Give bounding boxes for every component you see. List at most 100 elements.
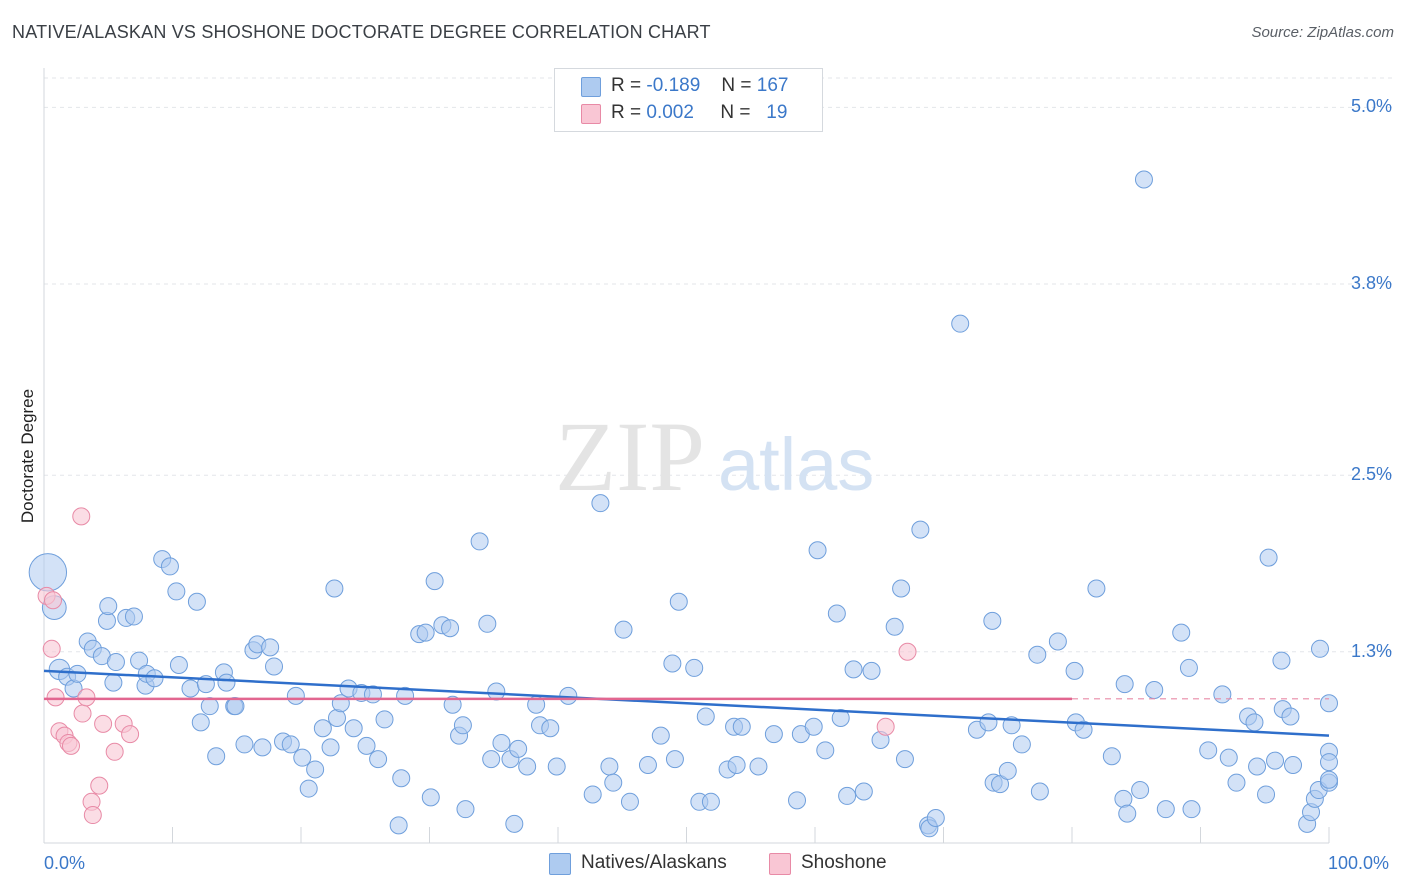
legend-swatch-natives bbox=[581, 77, 601, 97]
data-point bbox=[470, 532, 489, 551]
bottom-legend-swatch-natives bbox=[549, 853, 571, 875]
data-point bbox=[396, 686, 415, 705]
data-point bbox=[261, 638, 280, 657]
legend-r-value: -0.189 bbox=[646, 75, 701, 96]
data-point bbox=[90, 776, 109, 795]
data-point bbox=[1311, 639, 1330, 658]
data-point bbox=[443, 695, 462, 714]
data-point bbox=[591, 494, 610, 513]
data-point bbox=[895, 750, 914, 769]
data-point bbox=[701, 792, 720, 811]
axes bbox=[43, 68, 1330, 844]
data-point bbox=[518, 757, 537, 776]
data-point bbox=[200, 697, 219, 716]
data-point bbox=[121, 725, 140, 744]
data-point bbox=[727, 756, 746, 775]
data-point bbox=[94, 714, 113, 733]
data-point bbox=[392, 769, 411, 788]
data-point bbox=[421, 788, 440, 807]
data-point bbox=[104, 673, 123, 692]
data-point bbox=[83, 806, 102, 825]
data-point bbox=[169, 655, 188, 674]
data-point bbox=[509, 739, 528, 758]
data-point bbox=[1320, 770, 1338, 789]
x-tick-label-max: 100.0% bbox=[1328, 853, 1390, 873]
data-point bbox=[181, 679, 200, 698]
data-point bbox=[1219, 748, 1238, 767]
data-point bbox=[265, 657, 284, 676]
data-point bbox=[482, 750, 501, 769]
data-point bbox=[764, 725, 783, 744]
data-point bbox=[145, 669, 164, 688]
data-point bbox=[892, 579, 911, 598]
data-point bbox=[235, 735, 254, 754]
data-point bbox=[369, 750, 388, 769]
bottom-legend-label-natives: Natives/Alaskans bbox=[581, 852, 727, 873]
data-point bbox=[281, 735, 300, 754]
data-point bbox=[226, 697, 245, 716]
data-point bbox=[911, 520, 930, 539]
data-point bbox=[313, 719, 332, 738]
data-point bbox=[325, 579, 344, 598]
data-point bbox=[1272, 651, 1291, 670]
data-point bbox=[1118, 804, 1137, 823]
data-point bbox=[1048, 632, 1067, 651]
data-point bbox=[998, 761, 1017, 780]
trend-lines bbox=[43, 669, 1330, 737]
watermark: ZIP atlas bbox=[555, 401, 874, 512]
legend-r-label: R = bbox=[611, 75, 642, 96]
data-point bbox=[1281, 707, 1300, 726]
data-point bbox=[1172, 623, 1191, 642]
data-point bbox=[375, 710, 394, 729]
data-point bbox=[732, 717, 751, 736]
data-point bbox=[167, 582, 186, 601]
data-point bbox=[685, 658, 704, 677]
data-point bbox=[1030, 782, 1049, 801]
data-point bbox=[1114, 789, 1133, 808]
data-point bbox=[441, 619, 460, 638]
data-point bbox=[416, 623, 435, 642]
legend-n-label: N = bbox=[720, 102, 751, 123]
data-point bbox=[187, 592, 206, 611]
data-point bbox=[286, 686, 305, 705]
data-point bbox=[207, 747, 226, 766]
data-point bbox=[638, 756, 657, 775]
data-point bbox=[547, 757, 566, 776]
bottom-legend-swatch-shoshone bbox=[769, 853, 791, 875]
chart-title: NATIVE/ALASKAN VS SHOSHONE DOCTORATE DEG… bbox=[12, 22, 711, 42]
y-tick-label: 1.3% bbox=[1350, 640, 1392, 661]
data-point bbox=[72, 507, 91, 526]
data-point bbox=[299, 779, 318, 798]
data-point bbox=[983, 611, 1002, 630]
data-point bbox=[1320, 694, 1338, 713]
data-point bbox=[253, 738, 272, 757]
data-point bbox=[1213, 685, 1232, 704]
data-point bbox=[862, 661, 881, 680]
y-tick-label: 2.5% bbox=[1350, 464, 1392, 485]
x-tick-label-min: 0.0% bbox=[44, 853, 86, 873]
data-point bbox=[1131, 781, 1150, 800]
data-point bbox=[1087, 579, 1106, 598]
data-point bbox=[160, 557, 179, 576]
legend-n-label: N = bbox=[721, 75, 752, 96]
data-point bbox=[663, 654, 682, 673]
data-point bbox=[453, 716, 472, 735]
data-point bbox=[77, 688, 96, 707]
data-point bbox=[788, 791, 807, 810]
data-point bbox=[478, 614, 497, 633]
correlation-legend: R = -0.189 N = 167 R = 0.002 N = 19 bbox=[554, 68, 823, 132]
data-point bbox=[669, 592, 688, 611]
data-point bbox=[1199, 741, 1218, 760]
data-point bbox=[1284, 756, 1303, 775]
trend-line-natives bbox=[43, 669, 1330, 737]
data-point bbox=[306, 760, 325, 779]
data-point bbox=[456, 800, 475, 819]
data-point bbox=[61, 736, 80, 755]
data-point bbox=[831, 708, 850, 727]
data-point bbox=[816, 741, 835, 760]
data-point bbox=[541, 719, 560, 738]
data-point bbox=[124, 607, 143, 626]
data-point bbox=[46, 688, 65, 707]
data-point bbox=[43, 591, 62, 610]
data-point bbox=[844, 660, 863, 679]
